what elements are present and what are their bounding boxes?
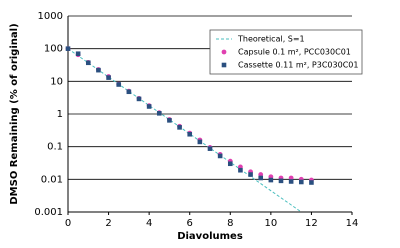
y-tick-label: 100 xyxy=(44,44,63,55)
legend-label: Capsule 0.1 m², PCC030C01 xyxy=(238,48,351,57)
x-tick-label: 10 xyxy=(264,218,277,229)
point xyxy=(65,46,71,51)
point xyxy=(268,177,274,183)
point xyxy=(217,153,223,159)
point xyxy=(156,111,162,116)
legend-label: Cassette 0.11 m², P3C030C01 xyxy=(238,61,358,70)
x-tick-label: 14 xyxy=(346,218,359,229)
y-tick-label: 0.001 xyxy=(34,207,63,218)
x-tick-label: 6 xyxy=(187,218,193,229)
x-tick-label: 4 xyxy=(146,218,152,229)
point xyxy=(106,75,111,80)
y-tick-label: 0.01 xyxy=(41,174,63,185)
x-tick-label: 8 xyxy=(227,218,233,229)
x-tick-label: 12 xyxy=(305,218,318,229)
legend-key xyxy=(221,49,227,55)
x-tick-label: 0 xyxy=(65,218,71,229)
point xyxy=(187,131,193,137)
point xyxy=(248,172,253,177)
point xyxy=(278,178,284,184)
point xyxy=(136,96,142,102)
point xyxy=(177,125,182,130)
legend-key xyxy=(221,62,227,68)
legend-box xyxy=(209,29,363,75)
point xyxy=(238,167,243,173)
point xyxy=(75,51,81,57)
point xyxy=(85,60,91,66)
point xyxy=(298,179,304,185)
y-tick-label: 1000 xyxy=(38,11,63,22)
x-axis-label: Diavolumes xyxy=(177,231,243,242)
point xyxy=(207,146,213,151)
legend: Theoretical, S=1 Capsule 0.1 m², PCC030C0… xyxy=(209,29,363,75)
y-axis-label: DMSO Remaining (% of original) xyxy=(9,23,20,204)
x-tick-label: 2 xyxy=(105,218,111,229)
legend-label: Theoretical, S=1 xyxy=(237,35,305,44)
point xyxy=(126,89,132,95)
point xyxy=(227,161,233,167)
point xyxy=(197,139,203,145)
point xyxy=(116,82,122,87)
point xyxy=(96,67,101,73)
y-tick-label: 10 xyxy=(50,76,63,87)
point xyxy=(288,179,294,184)
y-tick-label: 1 xyxy=(57,109,63,120)
point xyxy=(258,175,264,181)
point xyxy=(146,104,152,109)
point xyxy=(309,180,314,185)
point xyxy=(167,118,172,123)
y-tick-label: 0.1 xyxy=(47,142,63,153)
